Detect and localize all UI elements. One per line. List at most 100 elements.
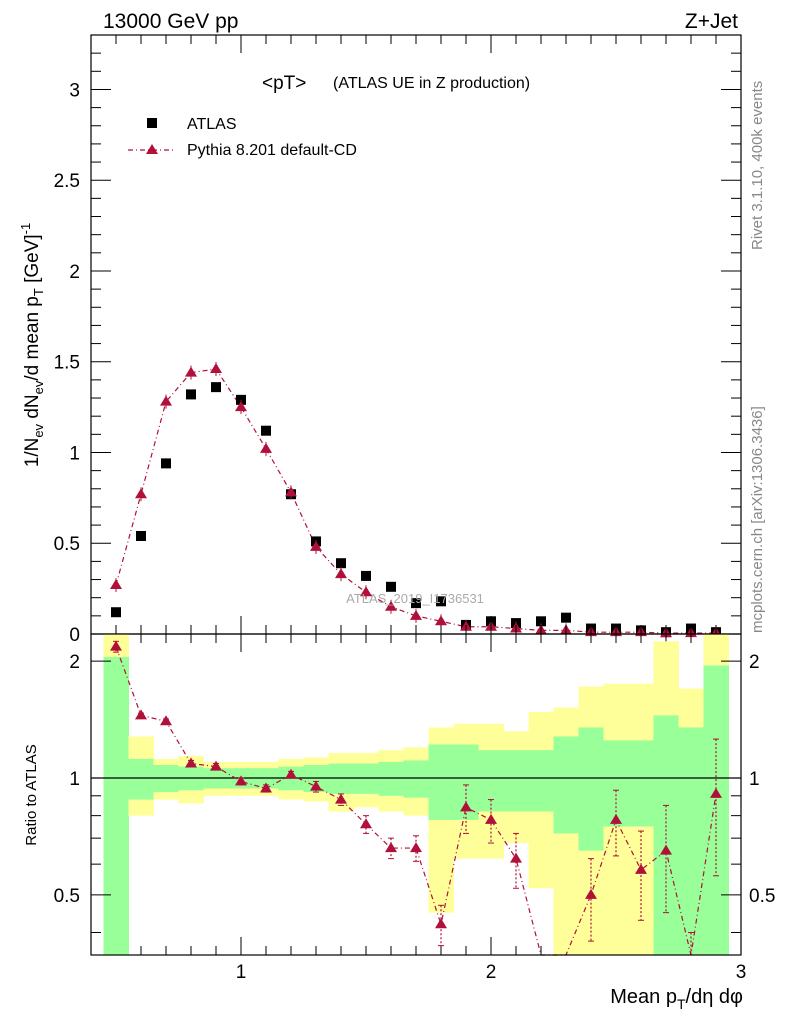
y-tick-label: 2 xyxy=(69,262,80,283)
x-tick-label: 3 xyxy=(736,962,747,983)
svg-text:Mean pT/dη dφ: Mean pT/dη dφ xyxy=(610,986,743,1012)
band-inner-bin xyxy=(353,763,379,794)
atlas-point xyxy=(336,558,346,569)
ratio-mc-point xyxy=(435,918,447,929)
band-inner-bin xyxy=(603,740,629,827)
ratio-y-tick-label: 2 xyxy=(69,652,80,673)
atlas-point xyxy=(386,581,396,592)
atlas-point xyxy=(411,598,421,609)
ratio-mc-point xyxy=(385,842,397,853)
ratio-y-tick-label: 0.5 xyxy=(54,886,80,907)
ratio-y-tick-label: 1 xyxy=(69,769,80,790)
analysis-watermark: ATLAS_2019_I1736531 xyxy=(346,591,484,606)
band-inner-bin xyxy=(703,665,729,955)
band-inner-bin xyxy=(678,727,704,955)
ratio-mc-point xyxy=(635,863,647,874)
ratio-y-tick-label-right: 2 xyxy=(749,652,760,673)
ratio-mc-point xyxy=(610,813,622,824)
mc-point xyxy=(110,578,122,589)
mc-point xyxy=(135,488,147,499)
mc-point xyxy=(360,586,372,597)
ratio-mc-point xyxy=(160,715,172,726)
ratio-mc-point xyxy=(185,757,197,768)
legend-atlas-label: ATLAS xyxy=(187,116,237,133)
plot-title: <pT> xyxy=(262,73,306,94)
band-inner-bin xyxy=(628,740,654,827)
mc-point xyxy=(435,615,447,626)
y-tick-label: 1.5 xyxy=(54,353,80,374)
atlas-point xyxy=(561,612,571,623)
ratio-mc-point xyxy=(110,640,122,651)
rivet-label: Rivet 3.1.10, 400k events xyxy=(749,81,766,250)
ratio-frame xyxy=(90,633,742,956)
legend-mc-label: Pythia 8.201 default-CD xyxy=(187,142,357,159)
ratio-mc-point xyxy=(285,768,297,779)
legend-mc-marker xyxy=(146,144,158,154)
atlas-point xyxy=(261,425,271,436)
y-tick-label: 0 xyxy=(69,625,80,646)
svg-text:1/Nev dNev/d mean pT [GeV]-1: 1/Nev dNev/d mean pT [GeV]-1 xyxy=(18,223,46,468)
ratio-mc-point xyxy=(335,793,347,804)
ratio-mc-point xyxy=(235,775,247,786)
band-inner-bin xyxy=(528,750,554,812)
legend-atlas-marker xyxy=(147,118,157,128)
band-inner-bin xyxy=(403,760,429,798)
mc-point xyxy=(285,486,297,497)
ratio-mc-point xyxy=(310,780,322,791)
atlas-point xyxy=(186,389,196,400)
mc-point xyxy=(235,401,247,412)
mc-point xyxy=(160,395,172,406)
ratio-mc-point xyxy=(410,842,422,853)
atlas-point xyxy=(436,596,446,607)
mc-point xyxy=(210,362,222,373)
ratio-xlabel: Mean pT/dη dφ xyxy=(610,986,743,1012)
mc-point xyxy=(185,366,197,377)
ratio-ylabel: Ratio to ATLAS xyxy=(23,744,40,845)
atlas-point xyxy=(111,607,121,618)
ratio-mc-point xyxy=(210,760,222,771)
mc-point xyxy=(335,568,347,579)
ratio-mc-point xyxy=(585,888,597,899)
atlas-point xyxy=(161,458,171,469)
ratio-mc-point xyxy=(460,801,472,812)
mc-point xyxy=(410,609,422,620)
ratio-mc-point xyxy=(260,782,272,793)
ratio-y-tick-label-right: 1 xyxy=(749,769,760,790)
band-inner-bin xyxy=(578,727,604,851)
ratio-plot: 1 2 3 0.5 0.5 1 1 2 2 xyxy=(54,633,775,983)
band-inner-bin xyxy=(503,750,529,812)
mcplots-label: mcplots.cern.ch [arXiv:1306.3436] xyxy=(749,406,766,633)
y-tick-label: 3 xyxy=(69,80,80,101)
energy-label: 13000 GeV pp xyxy=(103,10,238,33)
atlas-point xyxy=(361,570,371,581)
band-inner-bin xyxy=(478,750,504,812)
ratio-mc-point xyxy=(710,787,722,798)
x-tick-label: 2 xyxy=(486,962,497,983)
band-inner-bin xyxy=(553,736,579,834)
ratio-mc-point xyxy=(510,852,522,863)
atlas-point xyxy=(211,382,221,393)
ratio-mc-point xyxy=(135,709,147,720)
legend: ATLAS Pythia 8.201 default-CD xyxy=(128,116,357,159)
band-inner-bin xyxy=(378,761,404,796)
mc-point xyxy=(310,540,322,551)
atlas-point xyxy=(136,530,146,541)
ratio-mc-point xyxy=(660,844,672,855)
y-tick-label: 2.5 xyxy=(54,171,80,192)
ratio-mc-point xyxy=(485,813,497,824)
atlas-point xyxy=(536,616,546,627)
atlas-point xyxy=(236,394,246,405)
ratio-y-tick-label-right: 0.5 xyxy=(749,886,775,907)
band-inner-bin xyxy=(103,657,129,955)
main-ylabel: 1/Nev dNev/d mean pT [GeV]-1 xyxy=(18,223,46,468)
process-label: Z+Jet xyxy=(685,10,738,33)
y-tick-label: 0.5 xyxy=(54,534,80,555)
band-inner-bin xyxy=(128,758,154,800)
x-tick-label: 1 xyxy=(236,962,247,983)
mc-point xyxy=(385,600,397,611)
band-inner-bin xyxy=(428,744,454,820)
plot-subtitle: (ATLAS UE in Z production) xyxy=(333,75,530,92)
band-inner-bin xyxy=(328,763,354,794)
ratio-mc-point xyxy=(360,818,372,829)
mc-point xyxy=(260,442,272,453)
